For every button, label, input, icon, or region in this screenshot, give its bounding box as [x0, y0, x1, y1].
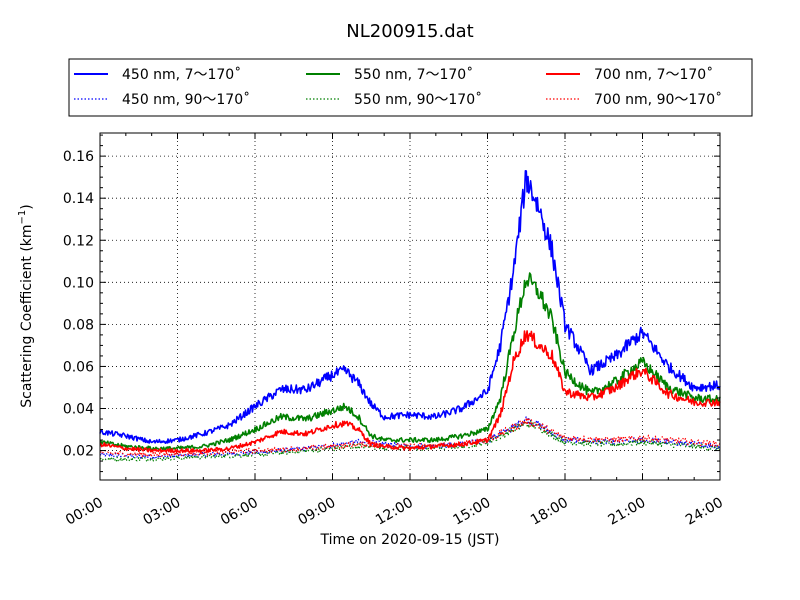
series-lines — [99, 170, 721, 462]
y-tick-label: 0.12 — [63, 233, 94, 249]
grid-lines — [100, 133, 720, 480]
y-tick-label: 0.04 — [63, 401, 94, 417]
legend-label-5: 700 nm, 90～170˚ — [594, 91, 722, 108]
y-tick-label: 0.02 — [63, 444, 94, 460]
legend-label-2: 550 nm, 7～170˚ — [354, 66, 473, 83]
y-tick-label: 0.14 — [63, 191, 94, 207]
y-axis-label-superscript: −1 — [17, 210, 28, 225]
chart-title: NL200915.dat — [346, 21, 473, 42]
legend-label-3: 550 nm, 90～170˚ — [354, 91, 482, 108]
y-axis-label-main: Scattering Coefficient (km — [19, 224, 35, 407]
series-line-5 — [99, 417, 721, 458]
series-line-4 — [99, 330, 721, 454]
series-line-1 — [99, 415, 721, 460]
legend: 450 nm, 7～170˚ 450 nm, 90～170˚ 550 nm, 7～1… — [68, 58, 753, 117]
legend-label-4: 700 nm, 7～170˚ — [594, 66, 713, 83]
y-axis-label-close: ) — [19, 204, 35, 209]
y-tick-label: 0.08 — [63, 317, 94, 333]
legend-label-0: 450 nm, 7～170˚ — [122, 66, 241, 83]
series-line-2 — [99, 272, 721, 452]
y-axis-label: Scattering Coefficient (km−1) — [17, 204, 35, 408]
legend-label-1: 450 nm, 90～170˚ — [122, 91, 250, 108]
y-tick-label: 0.10 — [63, 275, 94, 291]
series-line-0 — [99, 170, 721, 445]
y-tick-label: 0.16 — [63, 149, 94, 165]
x-axis-label: Time on 2020-09-15 (JST) — [320, 532, 500, 548]
legend-frame — [68, 58, 753, 117]
y-tick-label: 0.06 — [63, 359, 94, 375]
series-line-3 — [99, 420, 721, 462]
